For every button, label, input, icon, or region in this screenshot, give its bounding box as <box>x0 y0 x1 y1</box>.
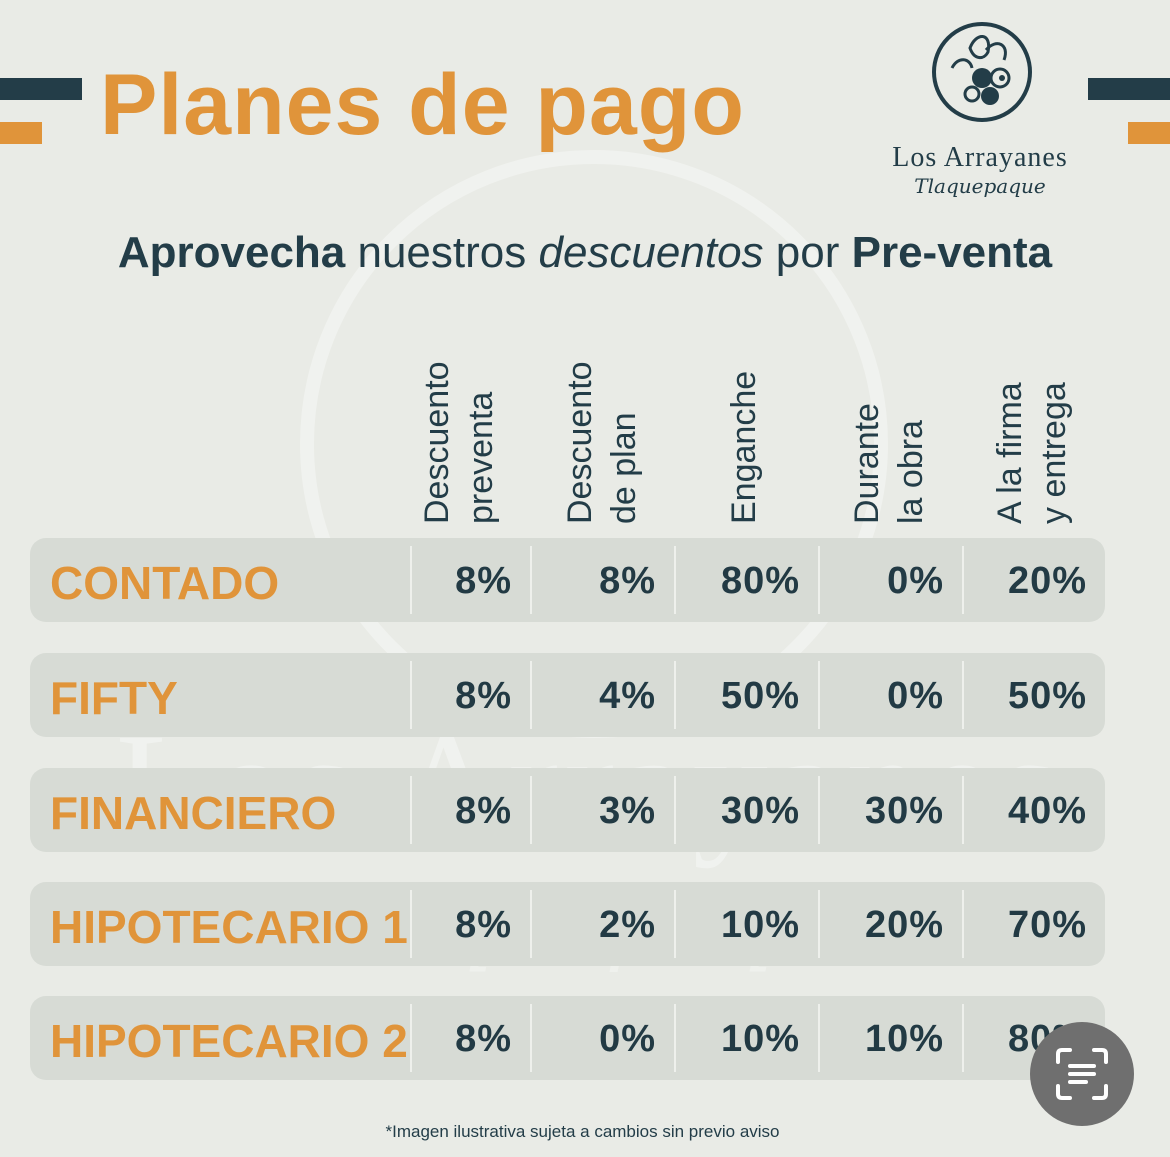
cell-divider <box>674 1004 676 1072</box>
cell-divider <box>962 776 964 844</box>
column-header-firma-entrega: A la firma y entrega <box>988 334 1170 524</box>
cell-divider <box>410 546 412 614</box>
cell-divider <box>962 661 964 729</box>
value-firma-entrega: 50% <box>1007 675 1087 717</box>
cell-divider <box>674 890 676 958</box>
value-descuento-preventa: 8% <box>455 1018 512 1060</box>
value-enganche: 10% <box>720 904 800 946</box>
cell-divider <box>962 546 964 614</box>
cell-divider <box>962 1004 964 1072</box>
value-descuento-plan: 4% <box>599 675 656 717</box>
value-durante-obra: 0% <box>887 675 944 717</box>
decor-bar-right-orange <box>1128 122 1170 144</box>
column-header-line-2: preventa <box>462 391 500 524</box>
brand-name: Los Arrayanes <box>892 142 1068 173</box>
cell-divider <box>410 661 412 729</box>
value-descuento-plan: 8% <box>599 560 656 602</box>
column-header-line-2: de plan <box>605 412 643 524</box>
value-descuento-preventa: 8% <box>455 904 512 946</box>
subtitle-part-2: nuestros <box>345 228 539 277</box>
table-row-financiero: FINANCIERO 8% 3% 30% 30% 40% <box>30 768 1105 852</box>
cell-divider <box>818 776 820 844</box>
value-descuento-plan: 3% <box>599 790 656 832</box>
table-row-hipotecario-1: HIPOTECARIO 1 8% 2% 10% 20% 70% <box>30 882 1105 966</box>
subtitle-part-1: Aprovecha <box>117 228 346 277</box>
page-subtitle: Aprovecha nuestros descuentos por Pre-ve… <box>0 228 1170 278</box>
value-descuento-plan: 0% <box>599 1018 656 1060</box>
cell-divider <box>674 776 676 844</box>
column-header-descuento-plan: Descuento de plan <box>558 334 748 524</box>
plan-name: FINANCIERO <box>50 787 337 839</box>
value-durante-obra: 30% <box>864 790 944 832</box>
cell-divider <box>818 1004 820 1072</box>
brand-logo: Los Arrayanes Tlaquepaque <box>870 20 1090 198</box>
subtitle-part-4: por <box>763 228 852 277</box>
cell-divider <box>410 890 412 958</box>
cell-divider <box>410 776 412 844</box>
cell-divider <box>818 661 820 729</box>
subtitle-part-5: Pre-venta <box>851 228 1053 277</box>
subtitle-part-3: descuentos <box>538 228 764 277</box>
text-scan-icon <box>1056 1048 1108 1100</box>
value-enganche: 80% <box>720 560 800 602</box>
text-scan-button[interactable] <box>1030 1022 1134 1126</box>
column-header-line-1: A la firma <box>991 382 1029 524</box>
cell-divider <box>530 546 532 614</box>
column-header-line-2: y entrega <box>1035 382 1073 524</box>
plan-name: HIPOTECARIO 2 <box>50 1015 408 1067</box>
berry-leaf-icon <box>932 22 1032 122</box>
value-enganche: 30% <box>720 790 800 832</box>
table-row-hipotecario-2: HIPOTECARIO 2 8% 0% 10% 10% 80% <box>30 996 1105 1080</box>
plan-name: FIFTY <box>50 672 178 724</box>
value-descuento-plan: 2% <box>599 904 656 946</box>
cell-divider <box>674 661 676 729</box>
cell-divider <box>530 1004 532 1072</box>
value-enganche: 10% <box>720 1018 800 1060</box>
cell-divider <box>530 776 532 844</box>
column-header-line-2: la obra <box>892 420 930 524</box>
table-row-contado: CONTADO 8% 8% 80% 0% 20% <box>30 538 1105 622</box>
table-row-fifty: FIFTY 8% 4% 50% 0% 50% <box>30 653 1105 737</box>
value-descuento-preventa: 8% <box>455 675 512 717</box>
column-header-line-1: Descuento <box>418 361 456 524</box>
decor-bar-right-dark <box>1088 78 1170 100</box>
value-descuento-preventa: 8% <box>455 790 512 832</box>
cell-divider <box>674 546 676 614</box>
column-header-line-1: Durante <box>848 403 886 524</box>
value-enganche: 50% <box>720 675 800 717</box>
value-durante-obra: 20% <box>864 904 944 946</box>
page-title: Planes de pago <box>100 57 745 153</box>
cell-divider <box>530 661 532 729</box>
cell-divider <box>530 890 532 958</box>
decor-bar-left-orange <box>0 122 42 144</box>
value-durante-obra: 10% <box>864 1018 944 1060</box>
cell-divider <box>410 1004 412 1072</box>
cell-divider <box>818 890 820 958</box>
value-firma-entrega: 40% <box>1007 790 1087 832</box>
value-firma-entrega: 70% <box>1007 904 1087 946</box>
cell-divider <box>962 890 964 958</box>
value-durante-obra: 0% <box>887 560 944 602</box>
column-header-line-1: Descuento <box>561 361 599 524</box>
decor-bar-left-dark <box>0 78 82 100</box>
plan-name: CONTADO <box>50 557 280 609</box>
value-descuento-preventa: 8% <box>455 560 512 602</box>
cell-divider <box>818 546 820 614</box>
brand-location: Tlaquepaque <box>914 174 1046 198</box>
value-firma-entrega: 20% <box>1007 560 1087 602</box>
footnote: *Imagen ilustrativa sujeta a cambios sin… <box>385 1122 780 1141</box>
plan-name: HIPOTECARIO 1 <box>50 901 408 953</box>
column-header-line-1: Enganche <box>725 370 763 524</box>
